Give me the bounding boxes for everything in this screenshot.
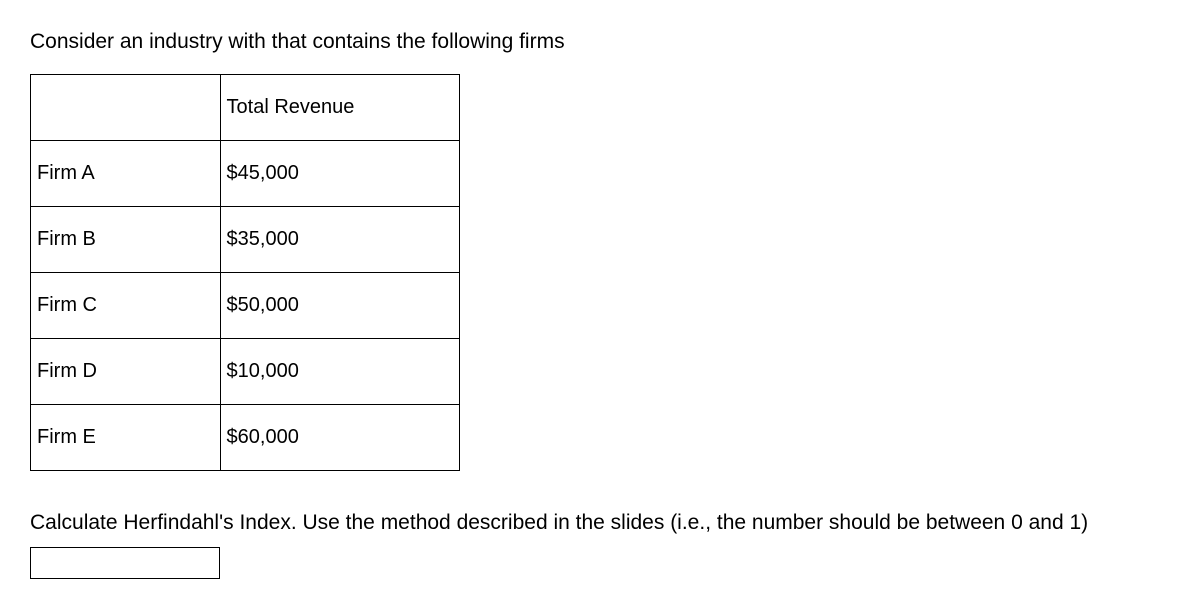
cell-revenue: $50,000 bbox=[220, 273, 459, 339]
firms-table: Total Revenue Firm A $45,000 Firm B $35,… bbox=[30, 74, 460, 471]
cell-firm: Firm C bbox=[31, 273, 221, 339]
table-row: Firm C $50,000 bbox=[31, 273, 460, 339]
table-row: Firm B $35,000 bbox=[31, 207, 460, 273]
cell-revenue: $35,000 bbox=[220, 207, 459, 273]
table-row: Firm D $10,000 bbox=[31, 339, 460, 405]
cell-firm: Firm A bbox=[31, 141, 221, 207]
cell-firm: Firm E bbox=[31, 405, 221, 471]
table-row: Firm E $60,000 bbox=[31, 405, 460, 471]
answer-input[interactable] bbox=[30, 547, 220, 579]
intro-text: Consider an industry with that contains … bbox=[30, 30, 1170, 54]
cell-firm: Firm D bbox=[31, 339, 221, 405]
table-header-row: Total Revenue bbox=[31, 75, 460, 141]
cell-firm: Firm B bbox=[31, 207, 221, 273]
cell-revenue: $60,000 bbox=[220, 405, 459, 471]
question-text: Calculate Herfindahl's Index. Use the me… bbox=[30, 511, 1170, 535]
cell-revenue: $45,000 bbox=[220, 141, 459, 207]
table-row: Firm A $45,000 bbox=[31, 141, 460, 207]
header-cell-revenue: Total Revenue bbox=[220, 75, 459, 141]
cell-revenue: $10,000 bbox=[220, 339, 459, 405]
header-cell-blank bbox=[31, 75, 221, 141]
